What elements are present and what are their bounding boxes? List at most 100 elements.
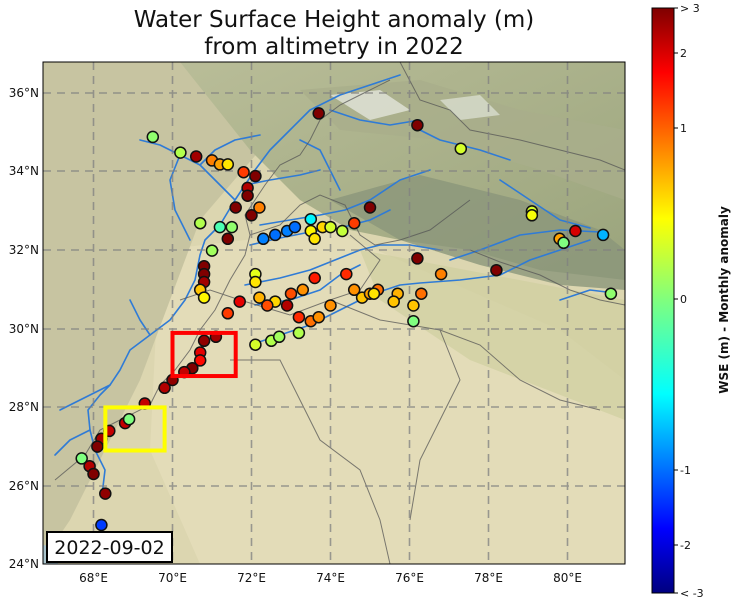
station-point: [340, 267, 353, 281]
station-point: [292, 326, 306, 340]
lon-tick: 70°E: [158, 571, 187, 585]
station-point: [434, 267, 448, 281]
station-point: [557, 236, 570, 250]
station-point: [347, 283, 361, 297]
station-point: [122, 412, 136, 426]
station-point: [75, 452, 88, 465]
map-frame: [42, 61, 626, 565]
station-point: [189, 150, 203, 163]
lon-tick: 78°E: [474, 571, 503, 585]
station-point: [229, 201, 242, 214]
colorbar: > 3 2 1 0 -1 -2 < -3 WSE (m) - Monthly a…: [651, 2, 731, 600]
station-point: [454, 142, 468, 155]
colorbar-tick: < -3: [680, 587, 704, 600]
station-point: [174, 146, 187, 159]
station-point: [336, 224, 349, 238]
date-label: 2022-09-02: [46, 531, 173, 563]
station-point: [241, 189, 254, 202]
station-point: [197, 334, 211, 348]
station-point: [233, 295, 246, 308]
station-point: [225, 220, 239, 234]
colorbar-gradient: [651, 7, 675, 594]
colorbar-tick: 2: [680, 47, 687, 60]
station-point: [292, 310, 306, 324]
station-point: [257, 232, 270, 246]
lat-axis: 36°N 34°N 32°N 30°N 28°N 26°N 24°N: [9, 86, 39, 571]
station-point: [249, 169, 262, 183]
map-title-line2: from altimetry in 2022: [204, 34, 464, 60]
station-point: [525, 209, 539, 222]
lon-axis: 68°E 70°E 72°E 74°E 76°E 78°E 80°E: [79, 571, 582, 585]
station-point: [280, 299, 294, 312]
station-point: [596, 228, 610, 242]
colorbar-tick: 1: [680, 122, 687, 135]
lat-tick: 26°N: [9, 479, 39, 493]
station-point: [324, 299, 337, 312]
station-point: [284, 287, 298, 300]
station-point: [158, 381, 171, 395]
lat-tick: 30°N: [9, 322, 39, 336]
station-point: [213, 220, 227, 234]
station-point: [253, 201, 266, 214]
station-point: [312, 107, 325, 120]
station-point: [245, 209, 258, 222]
map-title-line1: Water Surface Height anomaly (m): [134, 7, 534, 33]
colorbar-tick: -1: [680, 464, 691, 477]
station-point: [249, 338, 262, 351]
station-point: [296, 283, 310, 297]
station-point: [205, 244, 219, 257]
lon-tick: 80°E: [553, 571, 582, 585]
station-point: [411, 252, 424, 265]
station-point: [312, 310, 325, 324]
station-point: [347, 216, 361, 230]
station-point: [415, 287, 428, 300]
lon-tick: 72°E: [237, 571, 266, 585]
station-point: [304, 212, 318, 226]
station-point: [272, 330, 286, 344]
station-point: [237, 165, 250, 179]
station-point: [221, 158, 235, 171]
colorbar-tick: -2: [680, 539, 691, 552]
station-point: [367, 287, 381, 300]
highlight-box: [103, 405, 167, 453]
station-point: [261, 299, 274, 312]
station-point: [99, 487, 112, 500]
station-point: [288, 220, 302, 234]
highlight-boxes: [103, 330, 238, 453]
station-point: [253, 291, 266, 304]
station-point: [221, 307, 235, 320]
station-point: [363, 201, 377, 214]
station-point: [221, 232, 235, 246]
station-point: [91, 440, 104, 453]
altimetry-points: [75, 107, 618, 532]
lat-tick: 24°N: [9, 557, 39, 571]
station-point: [87, 467, 100, 481]
station-point: [407, 299, 420, 312]
station-point: [324, 220, 337, 234]
station-point: [308, 271, 321, 285]
lat-tick: 32°N: [9, 243, 39, 257]
lat-tick: 34°N: [9, 164, 39, 178]
station-point: [268, 228, 282, 242]
station-point: [604, 287, 618, 300]
lon-tick: 68°E: [79, 571, 108, 585]
station-point: [193, 354, 207, 367]
date-text: 2022-09-02: [54, 537, 164, 559]
colorbar-label: WSE (m) - Monthly anomaly: [717, 206, 731, 394]
station-point: [146, 130, 160, 144]
lat-tick: 28°N: [9, 400, 39, 414]
borders: [54, 62, 625, 564]
station-point: [387, 295, 400, 308]
colorbar-tick: 0: [680, 293, 687, 306]
colorbar-tick: > 3: [680, 2, 700, 15]
station-point: [490, 263, 503, 277]
highlight-box: [170, 330, 238, 379]
station-point: [407, 314, 420, 328]
lon-tick: 74°E: [316, 571, 345, 585]
station-point: [249, 275, 262, 289]
station-point: [193, 216, 207, 230]
station-point: [95, 518, 108, 532]
lon-tick: 76°E: [395, 571, 424, 585]
station-point: [308, 232, 321, 246]
